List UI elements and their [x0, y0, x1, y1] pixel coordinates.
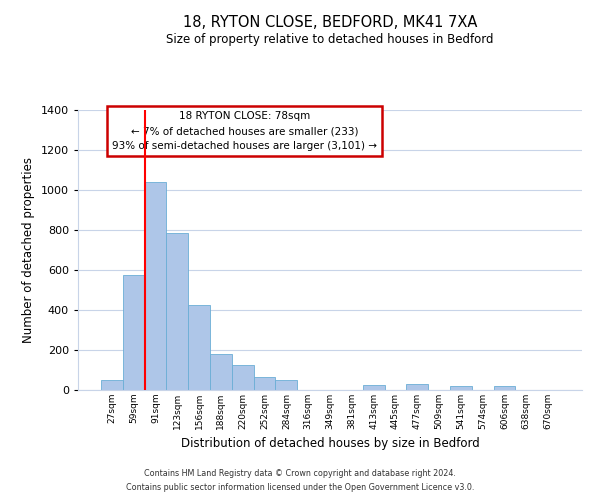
- Bar: [188, 305, 210, 390]
- Text: Contains HM Land Registry data © Crown copyright and database right 2024.: Contains HM Land Registry data © Crown c…: [144, 468, 456, 477]
- Y-axis label: Number of detached properties: Number of detached properties: [22, 157, 35, 343]
- Bar: [210, 354, 232, 390]
- Text: 18 RYTON CLOSE: 78sqm
← 7% of detached houses are smaller (233)
93% of semi-deta: 18 RYTON CLOSE: 78sqm ← 7% of detached h…: [112, 112, 377, 151]
- X-axis label: Distribution of detached houses by size in Bedford: Distribution of detached houses by size …: [181, 438, 479, 450]
- Bar: [363, 385, 385, 390]
- Bar: [494, 386, 515, 390]
- Bar: [123, 275, 145, 390]
- Bar: [232, 365, 254, 390]
- Text: 18, RYTON CLOSE, BEDFORD, MK41 7XA: 18, RYTON CLOSE, BEDFORD, MK41 7XA: [183, 15, 477, 30]
- Bar: [101, 380, 123, 390]
- Bar: [275, 380, 297, 390]
- Text: Size of property relative to detached houses in Bedford: Size of property relative to detached ho…: [166, 32, 494, 46]
- Bar: [166, 233, 188, 390]
- Bar: [450, 386, 472, 390]
- Bar: [145, 182, 166, 390]
- Bar: [406, 384, 428, 390]
- Text: Contains public sector information licensed under the Open Government Licence v3: Contains public sector information licen…: [126, 484, 474, 492]
- Bar: [254, 377, 275, 390]
